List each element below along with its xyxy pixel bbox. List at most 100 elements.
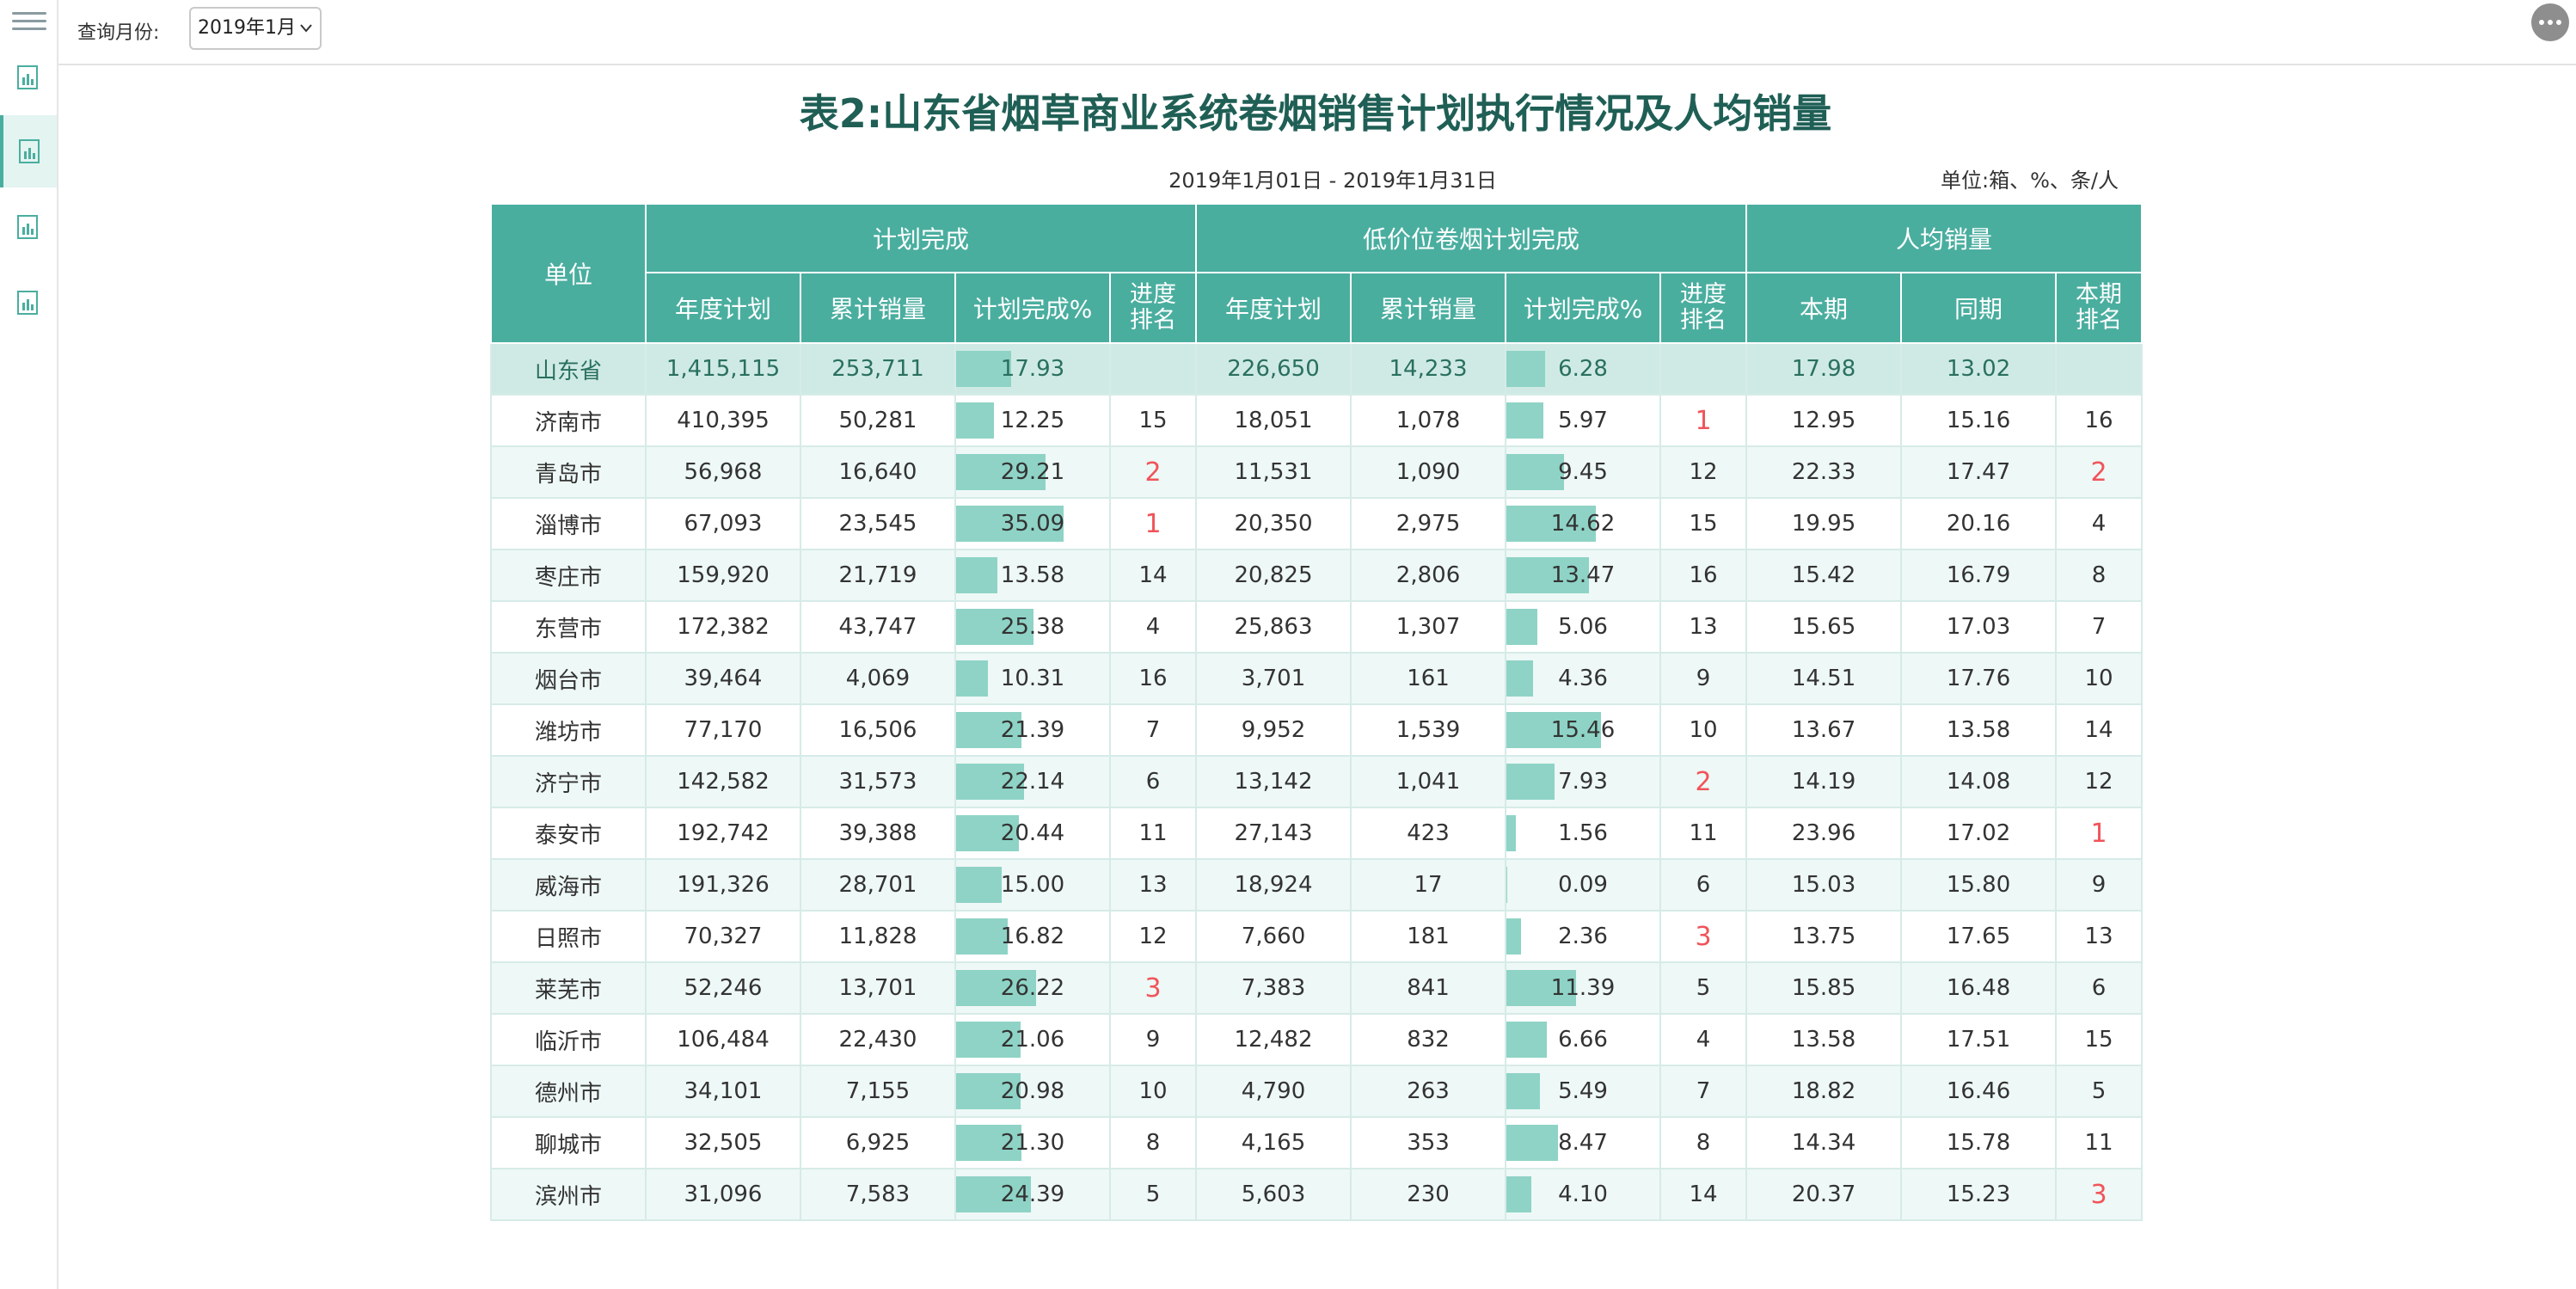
cell-current: 18.82 — [1745, 1065, 1903, 1118]
cell-value: 2 — [1695, 766, 1712, 797]
sidebar-item-report-3[interactable] — [0, 191, 57, 263]
cell-value: 2,975 — [1395, 511, 1461, 537]
progress-bar-fill — [956, 1073, 1021, 1109]
cell-low-annual-plan: 7,383 — [1195, 961, 1352, 1015]
cell-annual-plan: 70,327 — [645, 910, 801, 963]
cell-low-cumulative-sales: 2,806 — [1350, 549, 1507, 602]
report-table-body: 山东省 1,415,115 253,711 17.93 226,650 14,233 6.2… — [490, 342, 2144, 1221]
cell-current: 13.67 — [1745, 703, 1903, 757]
cell-annual-plan: 39,464 — [645, 652, 801, 705]
report-icon — [19, 139, 40, 163]
cell-value: 19.95 — [1791, 511, 1856, 537]
cell-value: 17.03 — [1946, 614, 2011, 640]
cell-value: 6 — [2091, 975, 2107, 1001]
cell-low-progress-rank: 16 — [1659, 549, 1748, 602]
cell-value: 22.33 — [1791, 459, 1856, 485]
progress-bar-fill — [956, 506, 1064, 542]
progress-bar-fill — [1506, 609, 1538, 645]
cell-value: 青岛市 — [534, 461, 602, 488]
cell-value: 7 — [1696, 1078, 1711, 1104]
cell-current: 15.42 — [1745, 549, 1903, 602]
progress-bar-fill — [956, 454, 1046, 490]
cell-value: 841 — [1407, 975, 1450, 1001]
cell-completion-pct: 17.93 — [954, 342, 1111, 396]
progress-bar-fill — [1506, 402, 1543, 439]
cell-value: 10 — [1689, 717, 1718, 743]
cell-low-progress-rank — [1659, 342, 1748, 396]
table-row: 日照市 70,327 11,828 16.82 12 7,660 181 2.36 3 13.75… — [490, 910, 2144, 963]
cell-value: 12.95 — [1791, 408, 1856, 433]
cell-low-cumulative-sales: 353 — [1350, 1116, 1507, 1169]
cell-low-progress-rank: 1 — [1659, 394, 1748, 447]
cell-value: 16.48 — [1946, 975, 2011, 1001]
cell-value: 14.08 — [1946, 769, 2011, 795]
cell-value: 15.78 — [1946, 1130, 2011, 1156]
cell-same-period: 15.80 — [1900, 858, 2058, 912]
table-row: 山东省 1,415,115 253,711 17.93 226,650 14,233 6.2… — [490, 342, 2144, 396]
cell-value: 9 — [1696, 666, 1711, 691]
cell-value: 15.80 — [1946, 872, 2011, 898]
cell-current-rank: 11 — [2055, 1116, 2144, 1169]
progress-bar-fill — [1506, 351, 1545, 387]
cell-same-period: 17.51 — [1900, 1013, 2058, 1066]
completion-pct-value: 2.36 — [1558, 924, 1608, 949]
completion-pct-value: 22.14 — [1000, 769, 1065, 795]
cell-value: 39,388 — [838, 820, 917, 846]
cell-value: 23.96 — [1791, 820, 1856, 846]
cell-cumulative-sales: 31,573 — [800, 755, 956, 808]
table-row: 济南市 410,395 50,281 12.25 15 18,051 1,078 5.97 1 1… — [490, 394, 2144, 447]
cell-same-period: 14.08 — [1900, 755, 2058, 808]
progress-bar-fill — [956, 712, 1022, 748]
cell-low-progress-rank: 5 — [1659, 961, 1748, 1015]
cell-completion-pct: 21.06 — [954, 1013, 1111, 1066]
cell-value: 15.03 — [1791, 872, 1856, 898]
cell-low-progress-rank: 9 — [1659, 652, 1748, 705]
cell-cumulative-sales: 6,925 — [800, 1116, 956, 1169]
progress-bar-fill — [1506, 1073, 1541, 1109]
sidebar-item-report-1[interactable] — [0, 41, 57, 114]
cell-progress-rank: 7 — [1108, 703, 1198, 757]
cell-value: 192,742 — [677, 820, 770, 846]
cell-value: 4 — [1696, 1027, 1711, 1053]
table-row: 烟台市 39,464 4,069 10.31 16 3,701 161 4.36 9 14.51 1… — [490, 652, 2144, 705]
cell-value: 56,968 — [684, 459, 763, 485]
cell-cumulative-sales: 7,155 — [800, 1065, 956, 1118]
sidebar-item-report-2[interactable] — [0, 115, 57, 187]
cell-progress-rank: 15 — [1108, 394, 1198, 447]
cell-low-progress-rank: 15 — [1659, 497, 1748, 550]
cell-value: 253,711 — [831, 356, 924, 382]
cell-current-rank: 7 — [2055, 600, 2144, 654]
month-select[interactable]: 2019年1月 — [189, 7, 322, 50]
cell-value: 161 — [1407, 666, 1450, 691]
cell-current-rank: 9 — [2055, 858, 2144, 912]
completion-pct-value: 35.09 — [1000, 511, 1065, 537]
cell-completion-pct: 25.38 — [954, 600, 1111, 654]
cell-value: 15 — [1689, 511, 1718, 537]
cell-value: 14 — [2084, 717, 2113, 743]
cell-value: 4 — [1145, 614, 1161, 640]
cell-value: 12 — [1138, 924, 1168, 949]
cell-low-progress-rank: 6 — [1659, 858, 1748, 912]
cell-value: 6,925 — [845, 1130, 911, 1156]
cell-value: 7 — [1145, 717, 1161, 743]
cell-value: 16,506 — [838, 717, 917, 743]
cell-current: 23.96 — [1745, 807, 1903, 860]
cell-same-period: 15.23 — [1900, 1168, 2058, 1221]
month-select-value: 2019年1月 — [198, 17, 296, 39]
cell-value: 日照市 — [534, 925, 602, 952]
progress-bar-fill — [1506, 764, 1555, 800]
cell-low-cumulative-sales: 832 — [1350, 1013, 1507, 1066]
cell-annual-plan: 1,415,115 — [645, 342, 801, 396]
completion-pct-value: 6.66 — [1558, 1027, 1608, 1053]
cell-current-rank: 1 — [2055, 807, 2144, 860]
menu-icon[interactable] — [12, 7, 46, 34]
progress-bar-fill — [1506, 1176, 1532, 1212]
table-row: 德州市 34,101 7,155 20.98 10 4,790 263 5.49 7 18.82 1… — [490, 1065, 2144, 1118]
sidebar-item-report-4[interactable] — [0, 267, 57, 339]
progress-bar-fill — [956, 1176, 1031, 1212]
cell-value: 13 — [1689, 614, 1718, 640]
progress-bar-fill — [1506, 712, 1602, 748]
more-options-button[interactable] — [2531, 3, 2569, 41]
table-row: 泰安市 192,742 39,388 20.44 11 27,143 423 1.56 11 23… — [490, 807, 2144, 860]
cell-progress-rank: 14 — [1108, 549, 1198, 602]
